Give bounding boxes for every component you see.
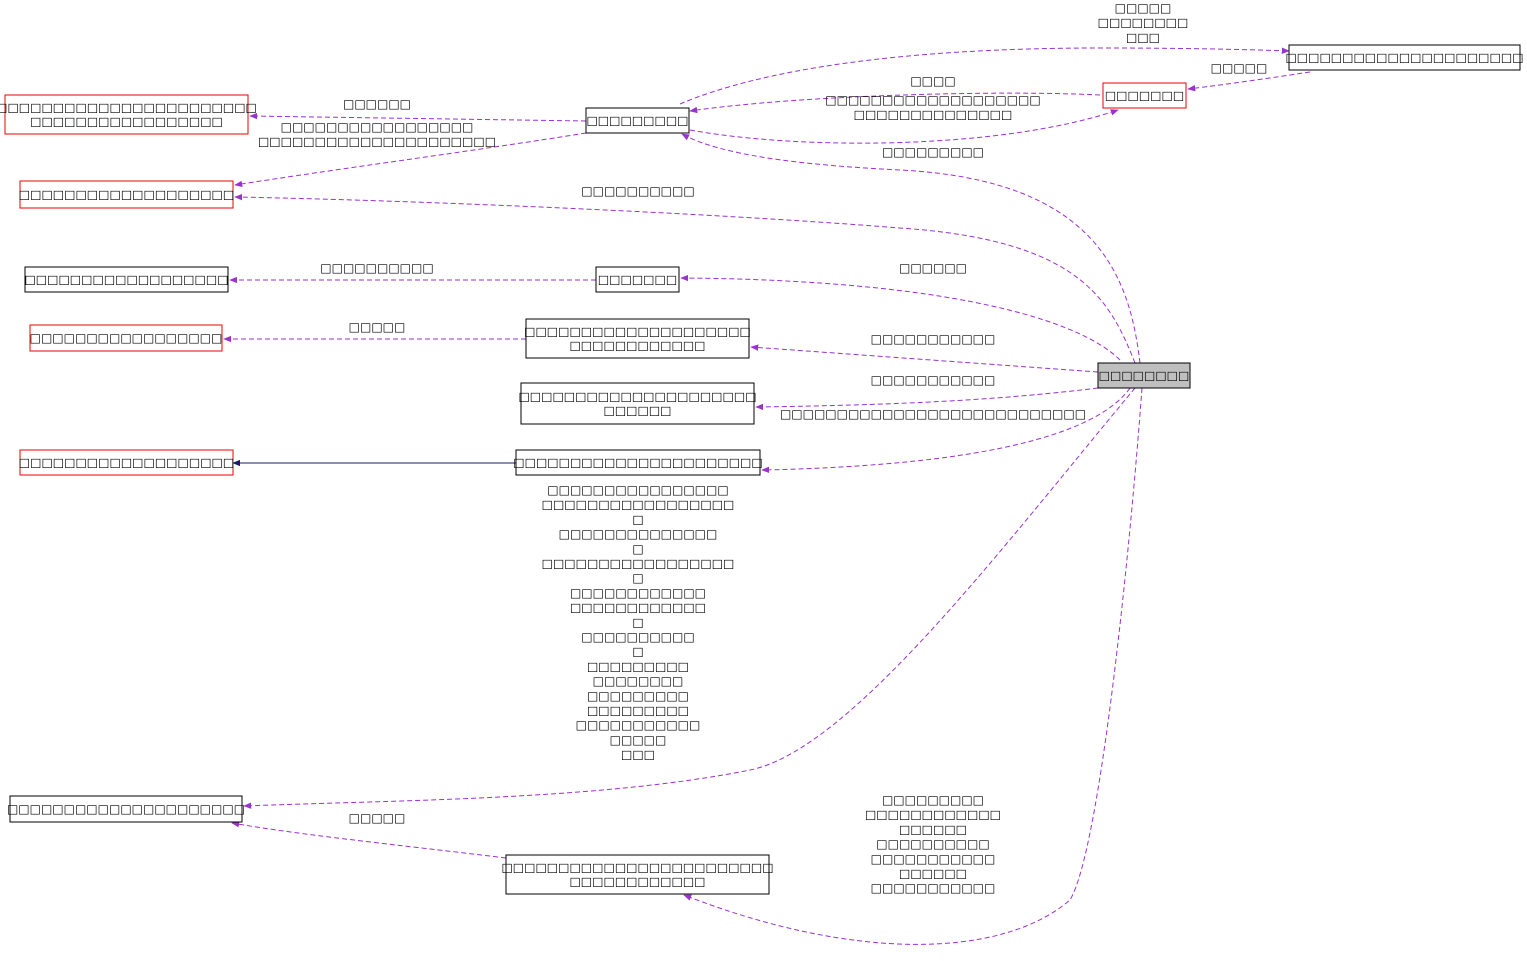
edge-label: □□□□□□□□□□□ [871,332,996,346]
usage-edge [689,92,1101,114]
node-label: □□□□□□□□□□□□□□□□□□□□ [524,325,751,339]
usage-edge [680,274,1121,361]
class-node [585,107,690,134]
node-label: □□□□□□□□□□□□ [569,875,705,889]
edge-label: □□□□□□ [899,261,967,275]
node-label: □□□□□□□□ [1099,369,1190,383]
edge-label: □ [632,645,643,659]
node-label: □□□□□□□ [1105,89,1184,103]
edge-label: □□□□□□□□□□□□ [865,808,1001,822]
edge-label: □□□□□□□□□ [587,659,689,673]
class-node [24,266,229,293]
class-node [1288,44,1521,71]
edge-label: □ [632,512,643,526]
node-label: □□□□□□□□□□□□□□□□□□□□□ [7,802,245,816]
node-label: □□□□□□□ [598,273,677,287]
edge-label: □□□ [621,748,655,762]
class-node [19,180,234,209]
usage-edge [750,344,1099,373]
edge-label: □ [632,571,643,585]
edge-label: □□□□□□□□ [593,674,684,688]
node-label: □□□□□□□□□□□□□□□□□□□□□□ [513,456,762,470]
edge-label: □□□□□□□□□□□□□□□□□ [542,557,735,571]
usage-edge [761,387,1131,474]
edge-label: □□□□□□□□□□□□□□□□□□□□□□□□□□□ [780,407,1086,421]
node-label: □□□□□□□□□□□□□□□□□□□□□ [518,390,756,404]
edge-label: □□□□□□□□□ [587,689,689,703]
node-label: □□□□□□ [603,404,671,418]
node-label: □□□□□□□□□□□□□□□□□□□□□ [1285,51,1523,65]
usage-edge [249,112,587,122]
class-node [505,854,770,895]
edge-label: □□□□□ [349,811,406,825]
usage-edge [243,387,1136,809]
edge-label: □□□□□ [1211,61,1268,75]
usage-edge [683,387,1143,945]
usage-edge [681,133,1141,364]
class-node [9,795,243,823]
edge-label: □ [632,615,643,629]
edge-label: □□□□□□□□□□□□ [570,601,706,615]
edge-label: □□□□□□□□□□ [320,261,433,275]
usage-edge [234,193,1136,364]
edge-label: □□□□□□□□□ [587,704,689,718]
edge-label: □□□□□□□□□□□ [871,881,996,895]
usage-edge [689,109,1119,144]
edge-label: □□□□□□□□□□□□□□□□□ [281,120,474,134]
edge-label: □□□□□□□□□□ [876,837,989,851]
node-label: □□□□□□□□□□□□□□□□□□□ [19,188,234,202]
usage-edge [1187,71,1311,92]
edge-label: □□□□□□□□□□□ [871,852,996,866]
edge-label: □□□□□□ [343,97,411,111]
class-node [520,382,755,425]
class-node [4,94,249,135]
class-node [515,449,761,476]
edge-label: □□□□□□□□□□□□□□□□□ [542,498,735,512]
class-node [29,324,223,352]
node-label: □□□□□□□□□□□□ [569,339,705,353]
edge-label: □□□□□□□□□□□□□□□□□□□ [825,93,1040,107]
edge-label: □□□□ [910,74,955,88]
usage-edge [755,387,1099,411]
edge-label: □□□□□□□□□ [882,145,984,159]
edge-label: □□□□□ [1115,1,1172,15]
edge-label: □ [632,542,643,556]
edge-label: □□□□□ [349,320,406,334]
edge-label: □□□□□□□□ [1098,16,1189,30]
class-node [1102,82,1187,109]
edge-label: □□□□□□ [899,822,967,836]
node-label: □□□□□□□□□□□□□□□□□ [30,115,223,129]
edge-label: □□□□□□□□□□□□ [570,586,706,600]
node-label: □□□□□□□□□□□□□□□□□ [30,331,223,345]
edge-label: □□□□□ [610,733,667,747]
node-label: □□□□□□□□□□□□□□□□□□□□□□□ [0,101,257,115]
node-label: □□□□□□□□□□□□□□□□□□□ [19,456,234,470]
node-label: □□□□□□□□□□□□□□□□□□ [24,273,228,287]
edge-label: □□□□□□□□□□□ [871,373,996,387]
edge-label: □□□□□□□□□□ [581,630,694,644]
edge-label: □□□□□□□□□□□ [576,718,701,732]
usage-edge [234,132,587,188]
edge-label: □□□□□□□□□□□□□□□□□□□□□ [258,135,496,149]
edge-label: □□□□□□ [899,867,967,881]
edge-label: □□□□□□□□□ [882,793,984,807]
class-node [595,266,680,293]
usage-edge [231,821,507,859]
node-label: □□□□□□□□□□□□□□□□□□□□□□□□ [501,861,773,875]
edge-label: □□□□□□□□□□□□□□ [854,108,1013,122]
node-label: □□□□□□□□□ [586,114,688,128]
class-node [1097,362,1191,389]
edge-label: □□□ [1126,30,1160,44]
class-node [19,449,234,476]
edge-label: □□□□□□□□□□□□□□ [559,527,718,541]
edge-label: □□□□□□□□□□□□□□□□ [547,483,728,497]
edge-label: □□□□□□□□□□ [581,184,694,198]
class-node [525,318,750,359]
